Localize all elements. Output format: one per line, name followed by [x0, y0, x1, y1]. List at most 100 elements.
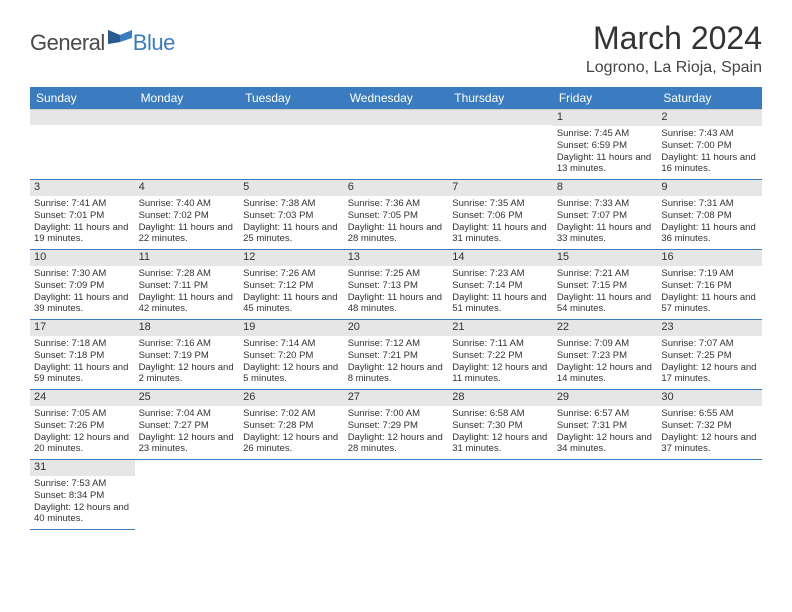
- daylight-line: Daylight: 12 hours and 20 minutes.: [34, 432, 131, 456]
- sunrise-line: Sunrise: 7:41 AM: [34, 198, 131, 210]
- calendar-cell: [448, 460, 553, 530]
- daylight-line: Daylight: 12 hours and 8 minutes.: [348, 362, 445, 386]
- sunset-line: Sunset: 7:23 PM: [557, 350, 654, 362]
- title-block: March 2024 Logrono, La Rioja, Spain: [586, 20, 762, 77]
- sunset-line: Sunset: 7:11 PM: [139, 280, 236, 292]
- calendar-cell: 2Sunrise: 7:43 AMSunset: 7:00 PMDaylight…: [657, 110, 762, 180]
- day-number: 22: [553, 320, 658, 336]
- daylight-line: Daylight: 11 hours and 28 minutes.: [348, 222, 445, 246]
- calendar-row: 31Sunrise: 7:53 AMSunset: 8:34 PMDayligh…: [30, 460, 762, 530]
- day-number: 26: [239, 390, 344, 406]
- calendar-cell: [135, 110, 240, 180]
- sunrise-line: Sunrise: 7:09 AM: [557, 338, 654, 350]
- sunset-line: Sunset: 7:31 PM: [557, 420, 654, 432]
- sunset-line: Sunset: 7:25 PM: [661, 350, 758, 362]
- daylight-line: Daylight: 11 hours and 33 minutes.: [557, 222, 654, 246]
- calendar-cell: 6Sunrise: 7:36 AMSunset: 7:05 PMDaylight…: [344, 180, 449, 250]
- sunrise-line: Sunrise: 7:16 AM: [139, 338, 236, 350]
- sunset-line: Sunset: 7:16 PM: [661, 280, 758, 292]
- calendar-cell: 29Sunrise: 6:57 AMSunset: 7:31 PMDayligh…: [553, 390, 658, 460]
- logo-text-blue: Blue: [133, 30, 175, 56]
- sunrise-line: Sunrise: 7:04 AM: [139, 408, 236, 420]
- day-number: 8: [553, 180, 658, 196]
- sunset-line: Sunset: 7:00 PM: [661, 140, 758, 152]
- calendar-cell: 24 Sunrise: 7:05 AMSunset: 7:26 PMDayligh…: [30, 390, 135, 460]
- calendar-row: 3Sunrise: 7:41 AMSunset: 7:01 PMDaylight…: [30, 180, 762, 250]
- daylight-line: Daylight: 11 hours and 19 minutes.: [34, 222, 131, 246]
- daylight-line: Daylight: 11 hours and 48 minutes.: [348, 292, 445, 316]
- day-number: 20: [344, 320, 449, 336]
- daylight-line: Daylight: 11 hours and 31 minutes.: [452, 222, 549, 246]
- calendar-cell: 21Sunrise: 7:11 AMSunset: 7:22 PMDayligh…: [448, 320, 553, 390]
- calendar-cell: 25Sunrise: 7:04 AMSunset: 7:27 PMDayligh…: [135, 390, 240, 460]
- daylight-line: Daylight: 12 hours and 40 minutes.: [34, 502, 131, 526]
- daylight-line: Daylight: 12 hours and 26 minutes.: [243, 432, 340, 456]
- calendar-cell: [239, 110, 344, 180]
- sunset-line: Sunset: 6:59 PM: [557, 140, 654, 152]
- calendar-cell: [448, 110, 553, 180]
- daylight-line: Daylight: 12 hours and 31 minutes.: [452, 432, 549, 456]
- sunrise-line: Sunrise: 7:23 AM: [452, 268, 549, 280]
- logo-flag-icon: [107, 28, 133, 46]
- sunrise-line: Sunrise: 7:11 AM: [452, 338, 549, 350]
- calendar-row: 1Sunrise: 7:45 AMSunset: 6:59 PMDaylight…: [30, 110, 762, 180]
- day-number: 2: [657, 110, 762, 126]
- calendar-cell: 17Sunrise: 7:18 AMSunset: 7:18 PMDayligh…: [30, 320, 135, 390]
- sunrise-line: Sunrise: 7:07 AM: [661, 338, 758, 350]
- calendar-cell: 5Sunrise: 7:38 AMSunset: 7:03 PMDaylight…: [239, 180, 344, 250]
- sunset-line: Sunset: 7:01 PM: [34, 210, 131, 222]
- calendar-cell: 7Sunrise: 7:35 AMSunset: 7:06 PMDaylight…: [448, 180, 553, 250]
- sunrise-line: Sunrise: 7:21 AM: [557, 268, 654, 280]
- sunset-line: Sunset: 7:13 PM: [348, 280, 445, 292]
- calendar-cell: 4Sunrise: 7:40 AMSunset: 7:02 PMDaylight…: [135, 180, 240, 250]
- sunset-line: Sunset: 7:18 PM: [34, 350, 131, 362]
- day-number: 1: [553, 110, 658, 126]
- daylight-line: Daylight: 11 hours and 42 minutes.: [139, 292, 236, 316]
- day-number-blank: [344, 110, 449, 125]
- sunset-line: Sunset: 7:32 PM: [661, 420, 758, 432]
- logo: General Blue: [30, 28, 175, 58]
- sunset-line: Sunset: 7:14 PM: [452, 280, 549, 292]
- day-number: 4: [135, 180, 240, 196]
- day-number: 17: [30, 320, 135, 336]
- day-number: 24: [30, 390, 135, 406]
- calendar-row: 10Sunrise: 7:30 AMSunset: 7:09 PMDayligh…: [30, 250, 762, 320]
- month-title: March 2024: [586, 20, 762, 57]
- sunset-line: Sunset: 8:34 PM: [34, 490, 131, 502]
- sunrise-line: Sunrise: 7:30 AM: [34, 268, 131, 280]
- sunrise-line: Sunrise: 7:40 AM: [139, 198, 236, 210]
- sunset-line: Sunset: 7:12 PM: [243, 280, 340, 292]
- day-number: 7: [448, 180, 553, 196]
- weekday-header: Monday: [135, 87, 240, 110]
- day-number: 30: [657, 390, 762, 406]
- sunrise-line: Sunrise: 6:58 AM: [452, 408, 549, 420]
- day-number: 10: [30, 250, 135, 266]
- daylight-line: Daylight: 12 hours and 2 minutes.: [139, 362, 236, 386]
- sunset-line: Sunset: 7:15 PM: [557, 280, 654, 292]
- weekday-header: Wednesday: [344, 87, 449, 110]
- day-number: 31: [30, 460, 135, 476]
- sunrise-line: Sunrise: 7:38 AM: [243, 198, 340, 210]
- sunrise-line: Sunrise: 7:28 AM: [139, 268, 236, 280]
- daylight-line: Daylight: 11 hours and 54 minutes.: [557, 292, 654, 316]
- calendar-cell: 31Sunrise: 7:53 AMSunset: 8:34 PMDayligh…: [30, 460, 135, 530]
- calendar-cell: 19Sunrise: 7:14 AMSunset: 7:20 PMDayligh…: [239, 320, 344, 390]
- calendar-cell: [657, 460, 762, 530]
- sunrise-line: Sunrise: 7:05 AM: [34, 408, 131, 420]
- calendar-cell: 14Sunrise: 7:23 AMSunset: 7:14 PMDayligh…: [448, 250, 553, 320]
- sunrise-line: Sunrise: 7:02 AM: [243, 408, 340, 420]
- daylight-line: Daylight: 11 hours and 59 minutes.: [34, 362, 131, 386]
- calendar-cell: [30, 110, 135, 180]
- sunset-line: Sunset: 7:03 PM: [243, 210, 340, 222]
- daylight-line: Daylight: 11 hours and 25 minutes.: [243, 222, 340, 246]
- day-number-blank: [135, 110, 240, 125]
- header: General Blue March 2024 Logrono, La Rioj…: [30, 20, 762, 77]
- daylight-line: Daylight: 12 hours and 14 minutes.: [557, 362, 654, 386]
- day-number: 27: [344, 390, 449, 406]
- sunrise-line: Sunrise: 7:35 AM: [452, 198, 549, 210]
- day-number: 19: [239, 320, 344, 336]
- logo-text-general: General: [30, 30, 105, 56]
- calendar-cell: 27Sunrise: 7:00 AMSunset: 7:29 PMDayligh…: [344, 390, 449, 460]
- sunset-line: Sunset: 7:26 PM: [34, 420, 131, 432]
- day-number: 9: [657, 180, 762, 196]
